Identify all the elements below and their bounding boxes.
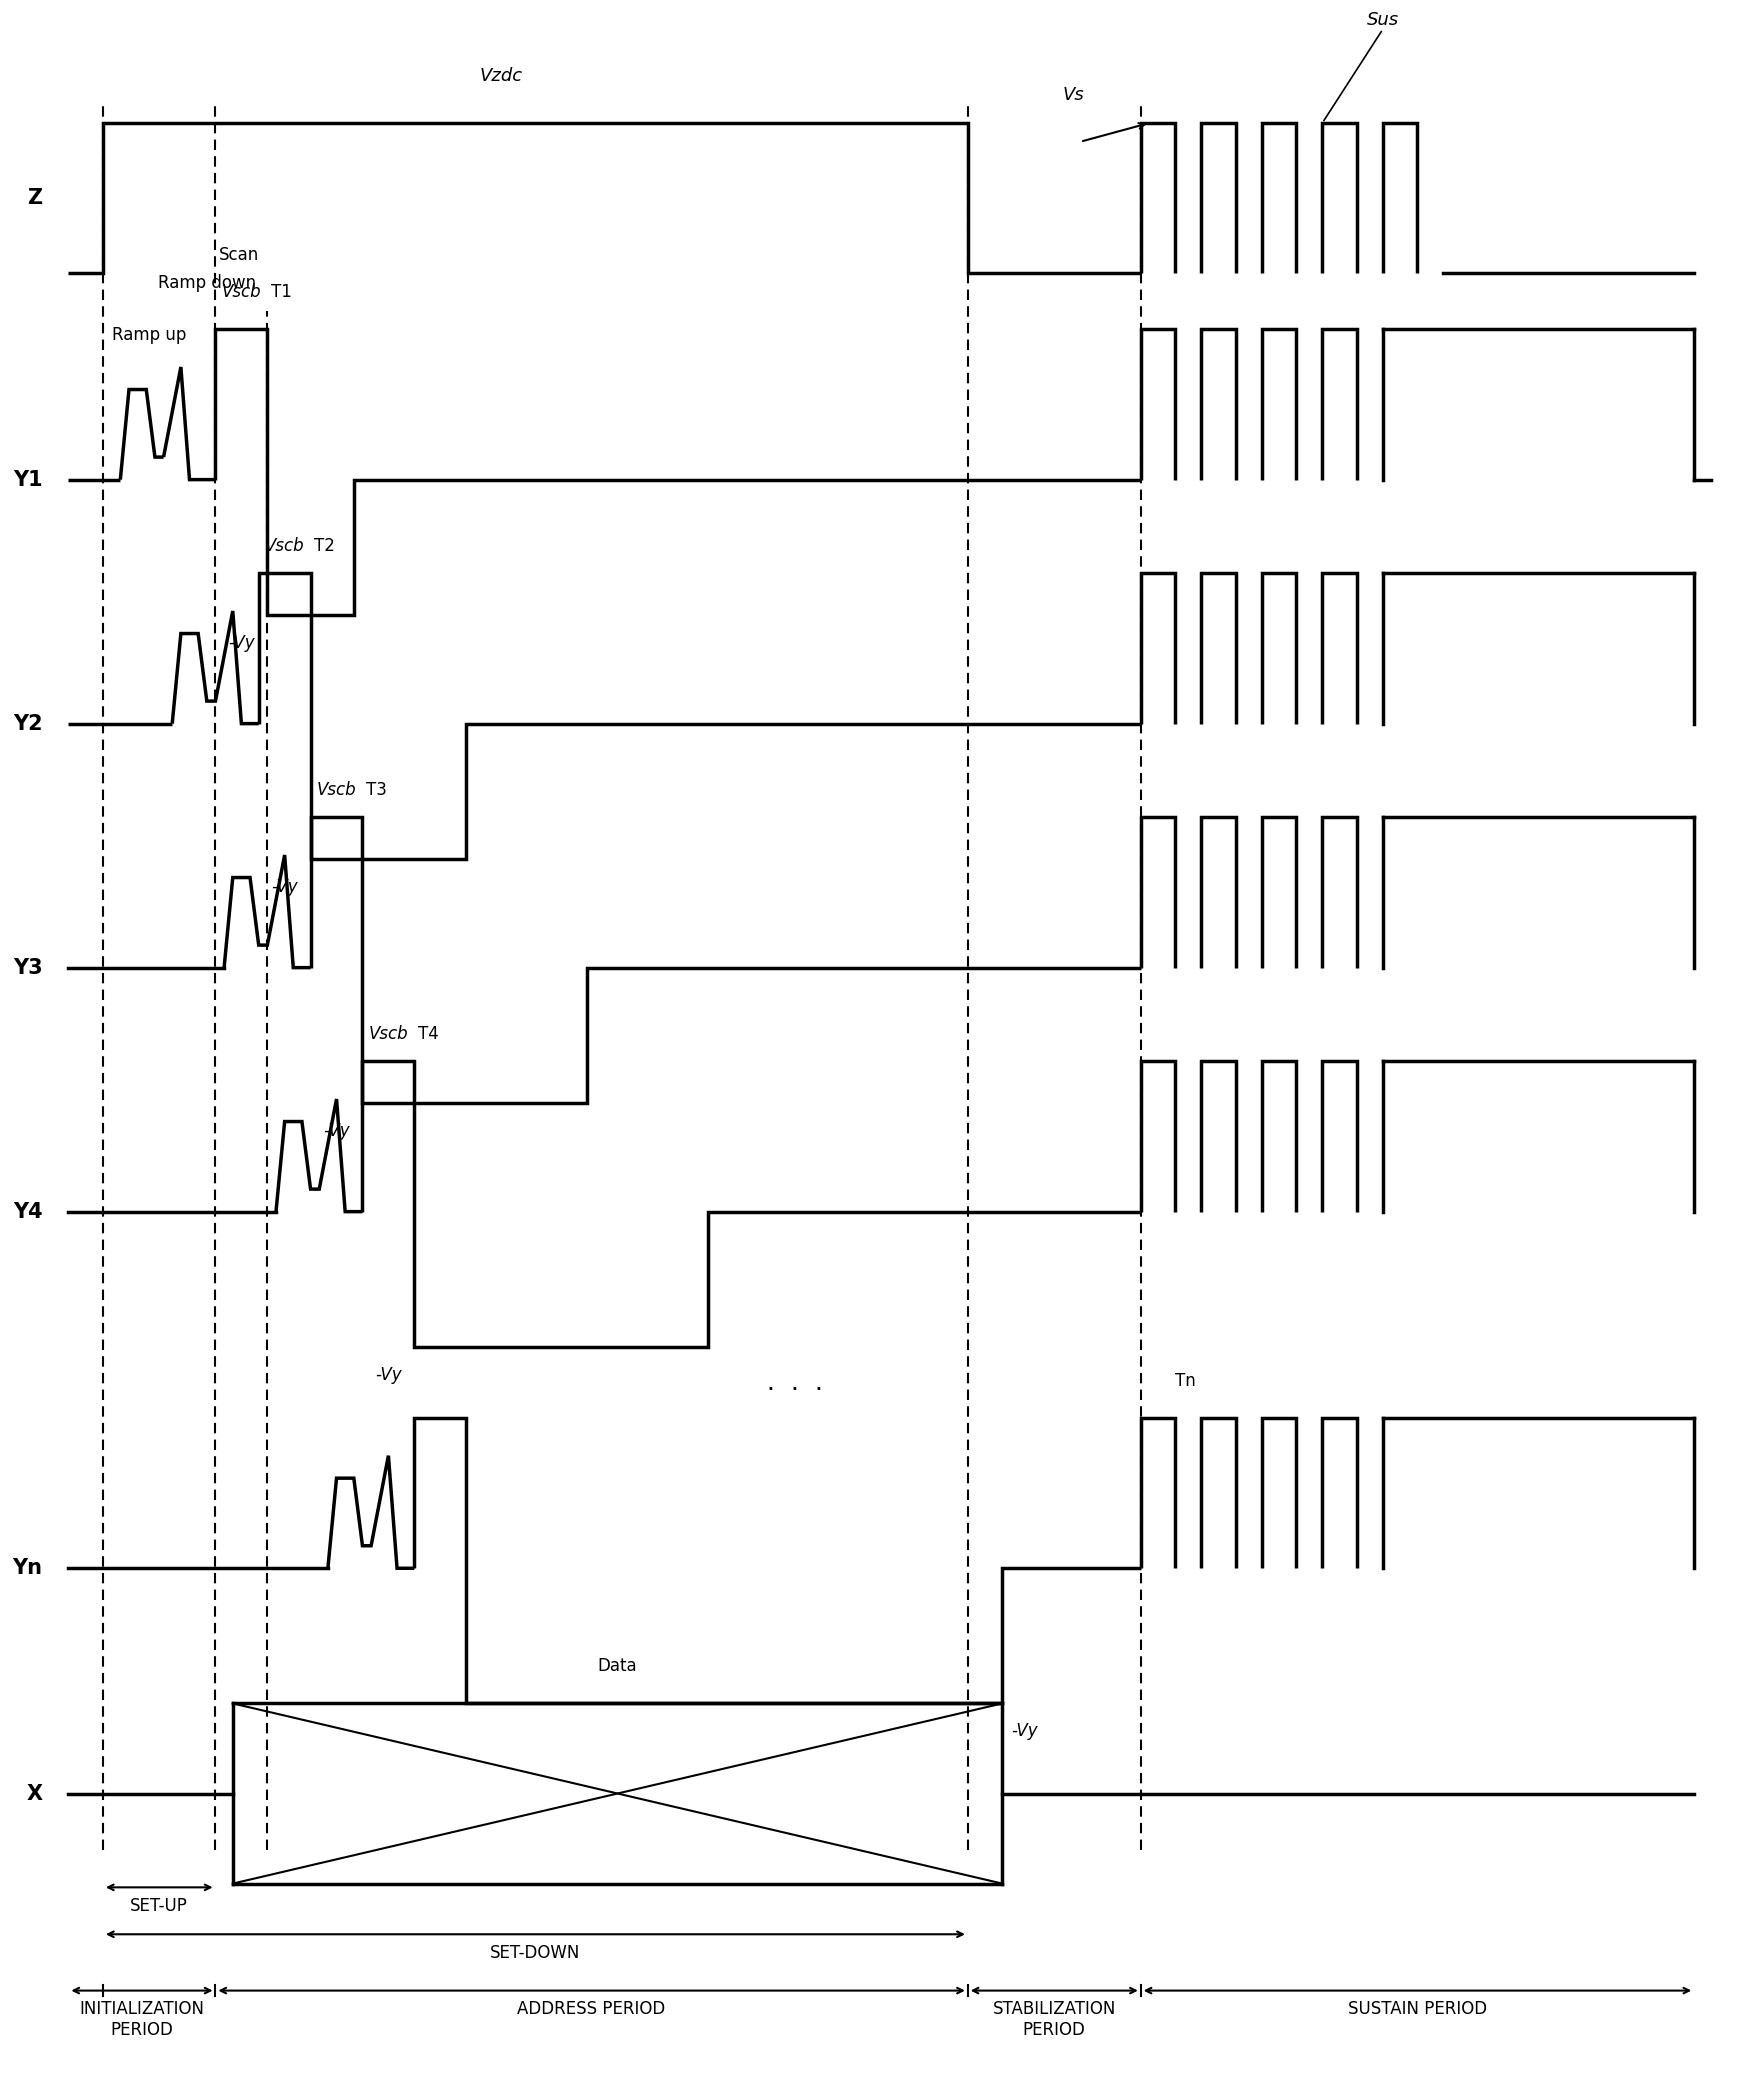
Text: SET-DOWN: SET-DOWN <box>491 1945 580 1961</box>
Text: X: X <box>26 1784 42 1803</box>
Text: Tn: Tn <box>1175 1372 1196 1391</box>
Text: Vscb: Vscb <box>317 781 356 799</box>
Text: Yn: Yn <box>12 1557 42 1578</box>
Text: Y3: Y3 <box>12 958 42 979</box>
Text: Y1: Y1 <box>12 471 42 489</box>
Text: Ramp down: Ramp down <box>158 275 256 291</box>
Text: SET-UP: SET-UP <box>130 1897 188 1915</box>
Text: T1: T1 <box>270 283 291 302</box>
Text: T2: T2 <box>314 537 335 554</box>
Text: T3: T3 <box>366 781 387 799</box>
Text: INITIALIZATION
PERIOD: INITIALIZATION PERIOD <box>79 2001 205 2038</box>
Text: -Vy: -Vy <box>323 1122 351 1139</box>
Text: Vzdc: Vzdc <box>479 67 522 85</box>
Text: ·  ·  ·: · · · <box>766 1378 822 1401</box>
Text: Vs: Vs <box>1062 85 1085 104</box>
Text: Data: Data <box>598 1657 638 1676</box>
Text: Vscb: Vscb <box>368 1024 408 1043</box>
Text: -Vy: -Vy <box>1011 1722 1038 1741</box>
Text: -Vy: -Vy <box>375 1366 401 1385</box>
Text: -Vy: -Vy <box>228 633 254 652</box>
Text: STABILIZATION
PERIOD: STABILIZATION PERIOD <box>992 2001 1117 2038</box>
Text: Vscb: Vscb <box>221 283 261 302</box>
Text: T4: T4 <box>417 1024 438 1043</box>
Text: Y2: Y2 <box>12 714 42 733</box>
Text: -Vy: -Vy <box>272 877 298 895</box>
Text: ADDRESS PERIOD: ADDRESS PERIOD <box>517 2001 666 2017</box>
Text: Scan: Scan <box>219 246 259 264</box>
Text: Z: Z <box>28 187 42 208</box>
Text: Vscb: Vscb <box>265 537 305 554</box>
Text: Ramp up: Ramp up <box>112 327 186 344</box>
Text: Sus: Sus <box>1367 10 1399 29</box>
Text: Y4: Y4 <box>12 1201 42 1222</box>
Text: SUSTAIN PERIOD: SUSTAIN PERIOD <box>1348 2001 1487 2017</box>
